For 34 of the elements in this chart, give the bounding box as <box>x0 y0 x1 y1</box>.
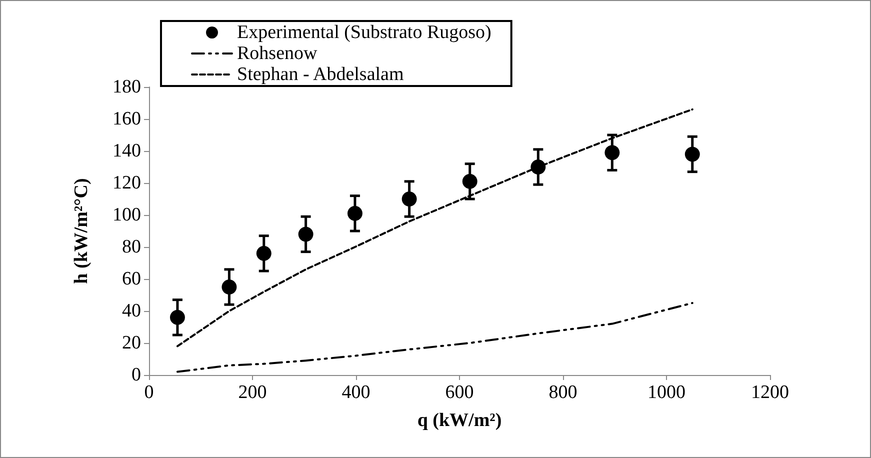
x-tick-label: 800 <box>548 382 578 403</box>
legend-label: Stephan - Abdelsalam <box>237 64 404 85</box>
x-tick-label: 1200 <box>751 382 789 403</box>
point <box>462 174 478 189</box>
y-tick-label: 80 <box>122 236 141 258</box>
x-tick-label: 400 <box>342 382 370 403</box>
line-series <box>176 302 694 373</box>
y-tick-label: 40 <box>122 300 141 322</box>
x-tick-label: 200 <box>238 382 267 403</box>
point <box>530 160 546 174</box>
point <box>347 206 362 221</box>
x-tick-label: 600 <box>445 382 474 403</box>
point <box>604 145 620 160</box>
x-tick-label: 1000 <box>648 382 686 403</box>
legend-label: Rohsenow <box>237 43 318 64</box>
y-tick-label: 120 <box>112 172 141 194</box>
y-tick-label: 60 <box>122 268 141 290</box>
line-series <box>176 108 694 348</box>
x-tick-label: 0 <box>144 382 154 403</box>
point <box>402 192 417 206</box>
y-tick-label: 140 <box>112 140 141 162</box>
y-axis-title: h (kW/m²°C) <box>71 178 92 284</box>
y-tick-label: 180 <box>112 76 141 98</box>
y-tick-label: 20 <box>122 332 141 354</box>
point <box>684 146 700 162</box>
y-tick-label: 160 <box>112 108 141 130</box>
y-tick-label: 100 <box>112 204 141 226</box>
point <box>256 246 272 261</box>
legend-label: Experimental (Substrato Rugoso) <box>237 22 492 43</box>
point <box>170 310 185 325</box>
y-tick-label: 0 <box>132 364 141 386</box>
x-axis-title: q (kW/m²) <box>417 410 502 431</box>
point <box>222 280 237 294</box>
point <box>298 226 314 242</box>
